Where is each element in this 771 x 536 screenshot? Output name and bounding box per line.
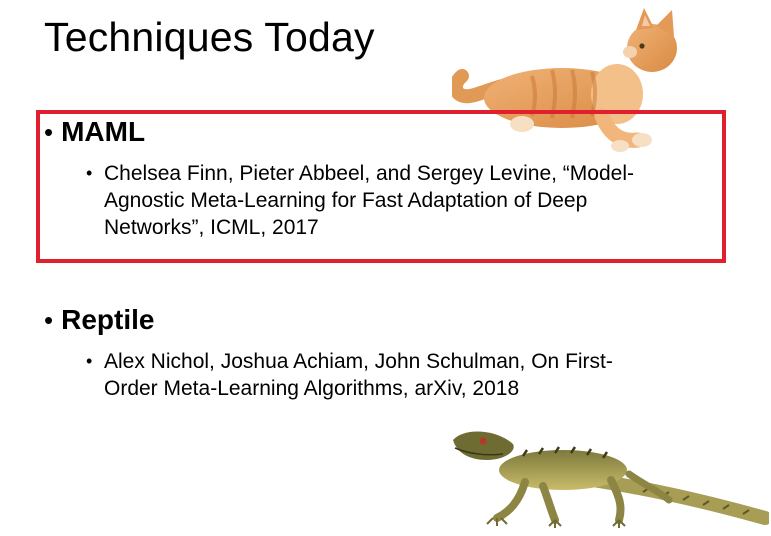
bullet-symbol: • <box>44 305 54 335</box>
reference-maml: • Chelsea Finn, Pieter Abbeel, and Serge… <box>86 160 634 241</box>
reference-reptile: • Alex Nichol, Joshua Achiam, John Schul… <box>86 348 613 402</box>
lizard-illustration <box>453 431 769 528</box>
reference-text: Chelsea Finn, Pieter Abbeel, and Sergey … <box>104 162 634 239</box>
section-heading: Reptile <box>61 304 155 335</box>
sub-bullet-symbol: • <box>86 163 93 183</box>
sub-bullet-symbol: • <box>86 351 93 371</box>
reference-text: Alex Nichol, Joshua Achiam, John Schulma… <box>104 350 613 400</box>
bullet-symbol: • <box>44 117 54 147</box>
highlight-box <box>36 110 726 263</box>
slide-title: Techniques Today <box>44 14 375 60</box>
bullet-reptile: • Reptile <box>44 304 154 336</box>
section-heading: MAML <box>61 116 146 147</box>
bullet-maml: • MAML <box>44 116 145 148</box>
